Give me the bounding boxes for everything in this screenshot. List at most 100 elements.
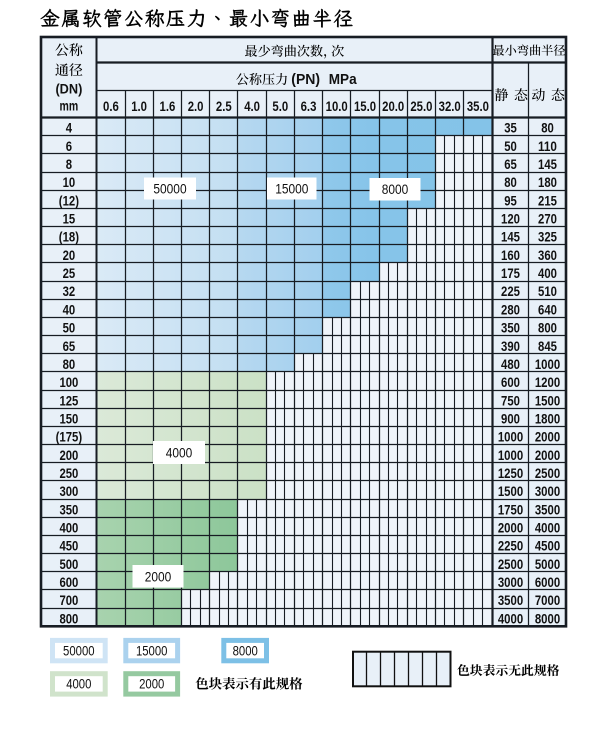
svg-text:50: 50 [63, 321, 76, 337]
svg-text:6: 6 [66, 139, 72, 155]
svg-text:150: 150 [59, 411, 78, 427]
svg-text:8000: 8000 [382, 182, 409, 198]
svg-text:225: 225 [501, 284, 520, 300]
svg-text:(175): (175) [56, 430, 83, 446]
svg-text:1000: 1000 [498, 430, 523, 446]
svg-text:4500: 4500 [535, 539, 560, 555]
svg-text:300: 300 [59, 484, 78, 500]
svg-text:1500: 1500 [535, 393, 560, 409]
svg-text:450: 450 [59, 539, 78, 555]
svg-text:(DN): (DN) [55, 81, 82, 97]
svg-text:20.0: 20.0 [382, 99, 404, 115]
svg-text:50000: 50000 [153, 182, 186, 198]
svg-text:32.0: 32.0 [439, 99, 461, 115]
svg-text:35.0: 35.0 [467, 99, 489, 115]
svg-text:80: 80 [63, 357, 76, 373]
svg-text:10.0: 10.0 [326, 99, 348, 115]
svg-text:mm: mm [60, 98, 79, 114]
svg-text:640: 640 [538, 302, 557, 318]
svg-text:4000: 4000 [66, 677, 91, 692]
svg-text:390: 390 [501, 339, 520, 355]
svg-text:2.5: 2.5 [216, 99, 232, 115]
svg-text:8: 8 [66, 157, 72, 173]
svg-text:360: 360 [538, 248, 557, 264]
svg-text:50: 50 [504, 139, 517, 155]
svg-text:1.6: 1.6 [160, 99, 176, 115]
svg-text:1200: 1200 [535, 375, 560, 391]
svg-text:280: 280 [501, 302, 520, 318]
svg-text:8000: 8000 [233, 643, 258, 658]
svg-text:1.0: 1.0 [131, 99, 147, 115]
svg-text:510: 510 [538, 284, 557, 300]
svg-text:900: 900 [501, 411, 520, 427]
svg-text:180: 180 [538, 175, 557, 191]
svg-text:175: 175 [501, 266, 520, 282]
svg-text:250: 250 [59, 466, 78, 482]
svg-text:500: 500 [59, 557, 78, 573]
svg-text:350: 350 [59, 502, 78, 518]
svg-text:120: 120 [501, 212, 520, 228]
svg-text:15: 15 [63, 212, 76, 228]
svg-text:4000: 4000 [535, 521, 560, 537]
svg-text:15000: 15000 [136, 643, 168, 658]
svg-text:400: 400 [538, 266, 557, 282]
svg-text:325: 325 [538, 230, 557, 246]
svg-text:2000: 2000 [535, 448, 560, 464]
svg-text:2000: 2000 [139, 677, 164, 692]
svg-text:0.6: 0.6 [103, 99, 119, 115]
svg-text:600: 600 [59, 575, 78, 591]
svg-text:95: 95 [504, 193, 517, 209]
svg-text:15000: 15000 [275, 182, 308, 198]
svg-text:3000: 3000 [498, 575, 523, 591]
svg-text:750: 750 [501, 393, 520, 409]
svg-text:5.0: 5.0 [272, 99, 288, 115]
svg-text:8000: 8000 [535, 611, 560, 627]
svg-text:50000: 50000 [63, 643, 95, 658]
svg-text:80: 80 [541, 121, 554, 137]
svg-text:65: 65 [504, 157, 517, 173]
svg-text:800: 800 [59, 611, 78, 627]
svg-text:65: 65 [63, 339, 76, 355]
svg-text:125: 125 [59, 393, 78, 409]
svg-text:400: 400 [59, 521, 78, 537]
svg-text:25: 25 [63, 266, 76, 282]
svg-text:2500: 2500 [535, 466, 560, 482]
svg-text:80: 80 [504, 175, 517, 191]
svg-text:2500: 2500 [498, 557, 523, 573]
svg-text:215: 215 [538, 193, 557, 209]
svg-text:(12): (12) [59, 193, 79, 209]
svg-text:845: 845 [538, 339, 557, 355]
svg-text:4.0: 4.0 [244, 99, 260, 115]
svg-text:6000: 6000 [535, 575, 560, 591]
svg-text:1000: 1000 [535, 357, 560, 373]
svg-text:2000: 2000 [145, 569, 172, 585]
svg-text:200: 200 [59, 448, 78, 464]
svg-text:800: 800 [538, 321, 557, 337]
svg-text:(PN): (PN) [291, 72, 320, 88]
svg-text:(18): (18) [59, 230, 79, 246]
svg-text:145: 145 [501, 230, 520, 246]
svg-text:6.3: 6.3 [301, 99, 317, 115]
svg-text:1000: 1000 [498, 448, 523, 464]
svg-text:1500: 1500 [498, 484, 523, 500]
svg-text:15.0: 15.0 [354, 99, 376, 115]
svg-text:2250: 2250 [498, 539, 523, 555]
svg-text:100: 100 [59, 375, 78, 391]
svg-text:25.0: 25.0 [410, 99, 432, 115]
svg-text:480: 480 [501, 357, 520, 373]
svg-text:3000: 3000 [535, 484, 560, 500]
svg-text:20: 20 [63, 248, 76, 264]
svg-text:10: 10 [63, 175, 76, 191]
svg-text:160: 160 [501, 248, 520, 264]
svg-text:1250: 1250 [498, 466, 523, 482]
svg-text:5000: 5000 [535, 557, 560, 573]
svg-text:3500: 3500 [535, 502, 560, 518]
svg-text:3500: 3500 [498, 593, 523, 609]
svg-text:4000: 4000 [498, 611, 523, 627]
svg-text:35: 35 [504, 121, 517, 137]
svg-text:32: 32 [63, 284, 76, 300]
svg-text:1750: 1750 [498, 502, 523, 518]
svg-text:MPa: MPa [329, 72, 358, 88]
svg-text:350: 350 [501, 321, 520, 337]
svg-text:1800: 1800 [535, 411, 560, 427]
